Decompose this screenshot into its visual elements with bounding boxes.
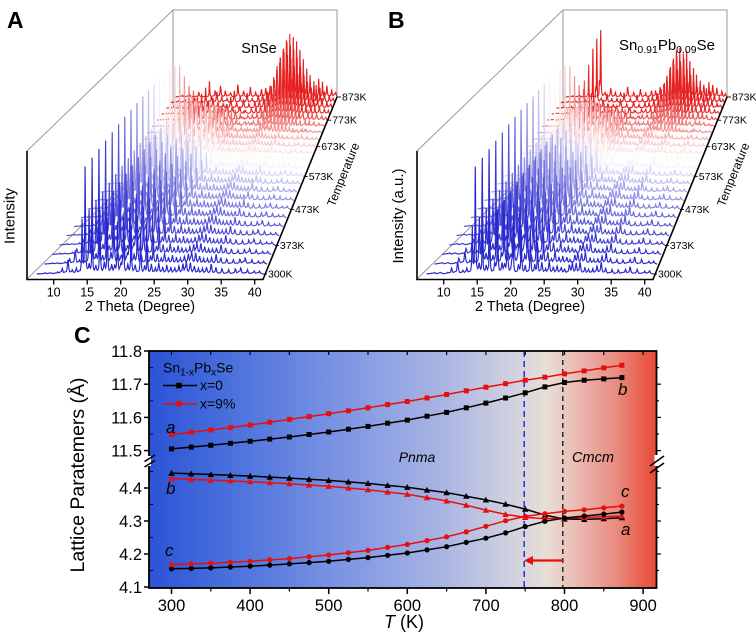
svg-text:573K: 573K (699, 171, 724, 183)
svg-text:11.7: 11.7 (111, 376, 142, 394)
svg-text:b: b (166, 479, 175, 498)
svg-text:400: 400 (236, 597, 264, 615)
svg-text:673K: 673K (711, 141, 736, 153)
svg-text:300K: 300K (658, 269, 683, 281)
svg-text:4.1: 4.1 (119, 579, 142, 597)
svg-text:600: 600 (394, 597, 422, 615)
svg-text:C: C (74, 322, 91, 348)
svg-text:873K: 873K (342, 92, 367, 104)
svg-text:2 Theta (Degree): 2 Theta (Degree) (85, 299, 195, 315)
svg-text:c: c (165, 541, 174, 560)
svg-text:20: 20 (504, 286, 518, 300)
svg-text:40: 40 (638, 286, 652, 300)
svg-text:4.3: 4.3 (119, 513, 142, 531)
svg-text:373K: 373K (280, 240, 305, 252)
svg-text:T (K): T (K) (384, 612, 424, 632)
svg-text:Cmcm: Cmcm (572, 450, 614, 466)
svg-text:15: 15 (470, 286, 484, 300)
svg-text:2 Theta (Degree): 2 Theta (Degree) (475, 299, 585, 315)
svg-text:40: 40 (248, 286, 262, 300)
svg-text:800: 800 (551, 597, 579, 615)
svg-text:SnSe: SnSe (241, 41, 276, 57)
svg-text:873K: 873K (732, 92, 756, 104)
svg-text:373K: 373K (670, 240, 695, 252)
svg-text:11.8: 11.8 (111, 343, 142, 361)
svg-text:773K: 773K (332, 115, 357, 127)
svg-text:a: a (166, 418, 175, 437)
svg-text:20: 20 (114, 286, 128, 300)
svg-text:Sn0.91Pb0.09Se: Sn0.91Pb0.09Se (619, 37, 715, 56)
svg-text:B: B (388, 7, 405, 33)
svg-text:4.4: 4.4 (119, 480, 142, 498)
svg-text:300: 300 (158, 597, 186, 615)
svg-text:35: 35 (214, 286, 228, 300)
svg-text:35: 35 (604, 286, 618, 300)
svg-text:Intensity (a.u.): Intensity (a.u.) (390, 168, 407, 263)
svg-text:700: 700 (472, 597, 500, 615)
svg-text:a: a (621, 520, 630, 539)
svg-text:673K: 673K (321, 141, 346, 153)
svg-text:473K: 473K (295, 204, 320, 216)
svg-text:4.2: 4.2 (119, 546, 142, 564)
svg-text:x=0: x=0 (200, 377, 223, 393)
svg-text:c: c (621, 482, 630, 501)
svg-text:10: 10 (437, 286, 451, 300)
svg-text:Lattice Paratemers (Å): Lattice Paratemers (Å) (66, 377, 89, 572)
svg-text:11.5: 11.5 (111, 443, 142, 461)
svg-text:900: 900 (629, 597, 657, 615)
svg-text:573K: 573K (309, 171, 334, 183)
svg-text:300K: 300K (268, 269, 293, 281)
svg-text:25: 25 (537, 286, 551, 300)
svg-text:773K: 773K (722, 115, 747, 127)
svg-text:25: 25 (147, 286, 161, 300)
svg-text:473K: 473K (685, 204, 710, 216)
svg-text:15: 15 (80, 286, 94, 300)
svg-text:500: 500 (315, 597, 343, 615)
svg-text:x=9%: x=9% (200, 395, 235, 411)
svg-text:b: b (618, 380, 627, 399)
svg-text:30: 30 (571, 286, 585, 300)
svg-text:30: 30 (181, 286, 195, 300)
svg-text:Pnma: Pnma (399, 449, 436, 465)
svg-text:10: 10 (47, 286, 61, 300)
svg-text:Intensity: Intensity (2, 188, 19, 244)
svg-text:11.6: 11.6 (111, 409, 142, 427)
svg-text:A: A (7, 7, 24, 33)
